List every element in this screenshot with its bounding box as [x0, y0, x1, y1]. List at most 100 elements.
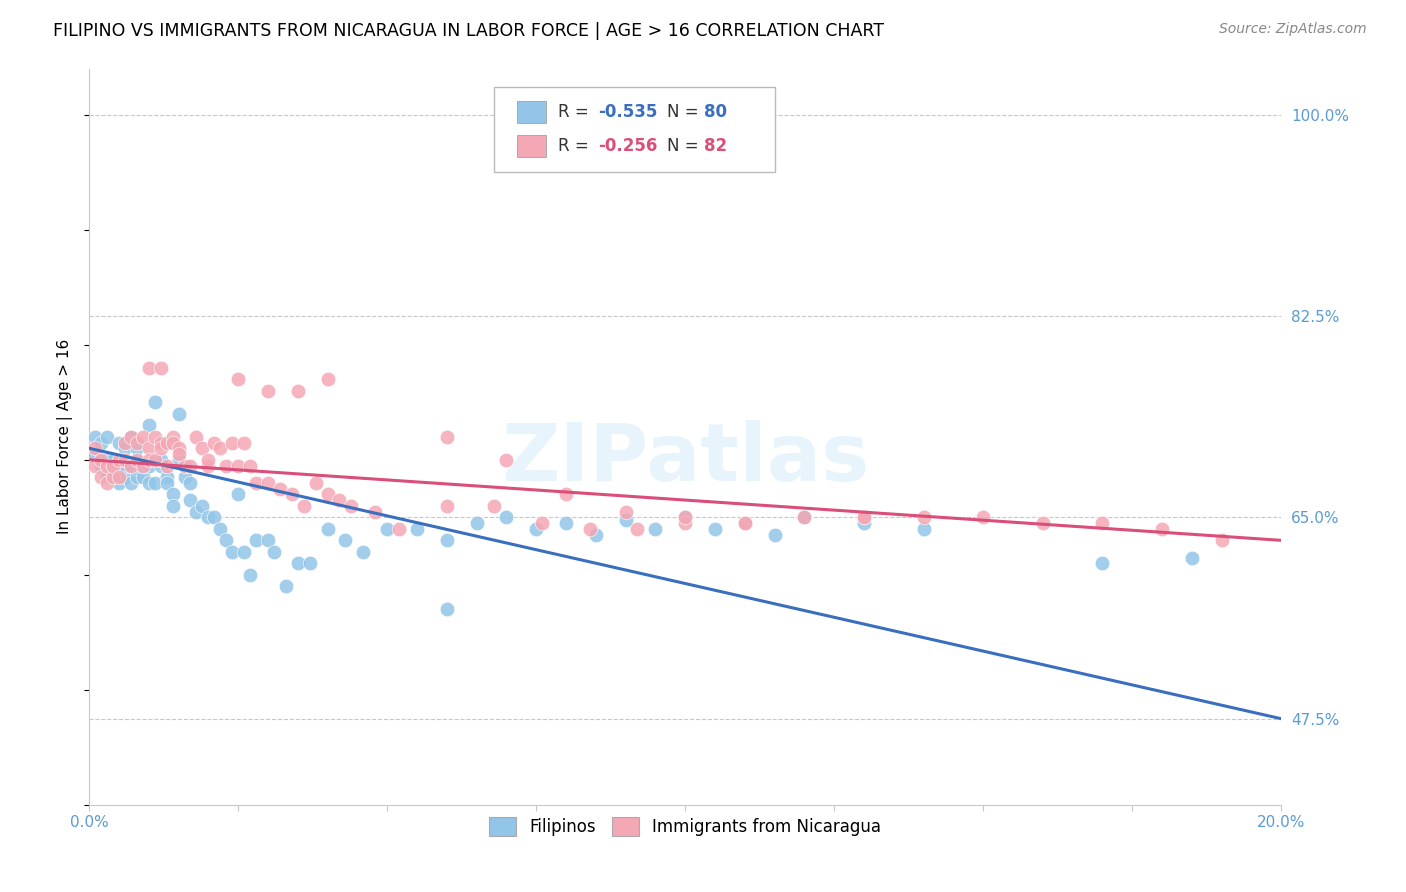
Point — [179, 458, 201, 473]
FancyBboxPatch shape — [517, 101, 546, 123]
Point — [274, 579, 297, 593]
Text: -0.256: -0.256 — [598, 137, 658, 155]
Point — [316, 487, 339, 501]
Text: R =: R = — [558, 103, 593, 121]
Point — [143, 395, 166, 409]
Point — [585, 527, 607, 541]
Point — [1091, 557, 1114, 571]
Point — [114, 470, 136, 484]
Point — [96, 470, 118, 484]
Point — [555, 487, 578, 501]
Point — [179, 493, 201, 508]
Point — [793, 510, 815, 524]
Point — [239, 458, 262, 473]
Point — [186, 430, 208, 444]
Point — [352, 545, 374, 559]
Point — [114, 458, 136, 473]
Point — [226, 487, 249, 501]
Point — [226, 458, 249, 473]
Point — [156, 470, 179, 484]
Point — [173, 458, 195, 473]
Point — [120, 458, 142, 473]
Point — [316, 372, 339, 386]
Point — [84, 458, 107, 473]
Point — [972, 510, 994, 524]
Point — [436, 499, 458, 513]
Text: 82: 82 — [704, 137, 727, 155]
Point — [125, 452, 148, 467]
Point — [316, 522, 339, 536]
Point — [90, 452, 112, 467]
Point — [138, 360, 160, 375]
Point — [156, 435, 179, 450]
Text: FILIPINO VS IMMIGRANTS FROM NICARAGUA IN LABOR FORCE | AGE > 16 CORRELATION CHAR: FILIPINO VS IMMIGRANTS FROM NICARAGUA IN… — [53, 22, 884, 40]
Point — [1211, 533, 1233, 548]
Point — [484, 499, 506, 513]
Point — [298, 557, 321, 571]
Point — [120, 430, 142, 444]
Point — [215, 533, 238, 548]
Point — [197, 452, 219, 467]
Point — [108, 458, 131, 473]
Point — [388, 522, 411, 536]
Point — [852, 516, 875, 530]
Point — [614, 513, 637, 527]
Point — [436, 430, 458, 444]
Point — [156, 475, 179, 490]
Point — [101, 470, 124, 484]
Point — [179, 475, 201, 490]
Point — [167, 447, 190, 461]
Point — [120, 430, 142, 444]
Point — [186, 505, 208, 519]
Point — [162, 499, 184, 513]
Point — [96, 452, 118, 467]
Point — [257, 533, 280, 548]
Point — [644, 522, 666, 536]
Point — [162, 435, 184, 450]
Point — [202, 510, 225, 524]
Point — [364, 505, 387, 519]
Point — [673, 510, 696, 524]
Point — [304, 475, 326, 490]
Point — [852, 510, 875, 524]
Point — [132, 458, 155, 473]
Point — [114, 452, 136, 467]
Point — [335, 533, 357, 548]
Point — [138, 475, 160, 490]
Point — [226, 372, 249, 386]
Point — [108, 470, 131, 484]
Point — [793, 510, 815, 524]
Point — [90, 458, 112, 473]
Point — [120, 475, 142, 490]
Point — [340, 499, 363, 513]
Point — [138, 418, 160, 433]
Point — [197, 510, 219, 524]
Point — [221, 435, 243, 450]
Text: N =: N = — [668, 137, 704, 155]
Point — [101, 470, 124, 484]
Point — [1181, 550, 1204, 565]
Point — [138, 442, 160, 456]
Point — [125, 470, 148, 484]
Point — [108, 452, 131, 467]
Point — [495, 452, 517, 467]
Point — [149, 360, 172, 375]
Point — [108, 435, 131, 450]
Point — [1150, 522, 1173, 536]
Point — [84, 430, 107, 444]
Point — [173, 458, 195, 473]
Point — [149, 452, 172, 467]
Point — [149, 458, 172, 473]
Point — [162, 487, 184, 501]
Point — [673, 516, 696, 530]
Point — [156, 458, 179, 473]
Point — [703, 522, 725, 536]
Point — [167, 452, 190, 467]
Point — [167, 407, 190, 421]
Point — [531, 516, 554, 530]
Point — [578, 522, 600, 536]
Point — [132, 470, 155, 484]
Point — [912, 522, 935, 536]
Point — [1091, 516, 1114, 530]
Point — [162, 430, 184, 444]
